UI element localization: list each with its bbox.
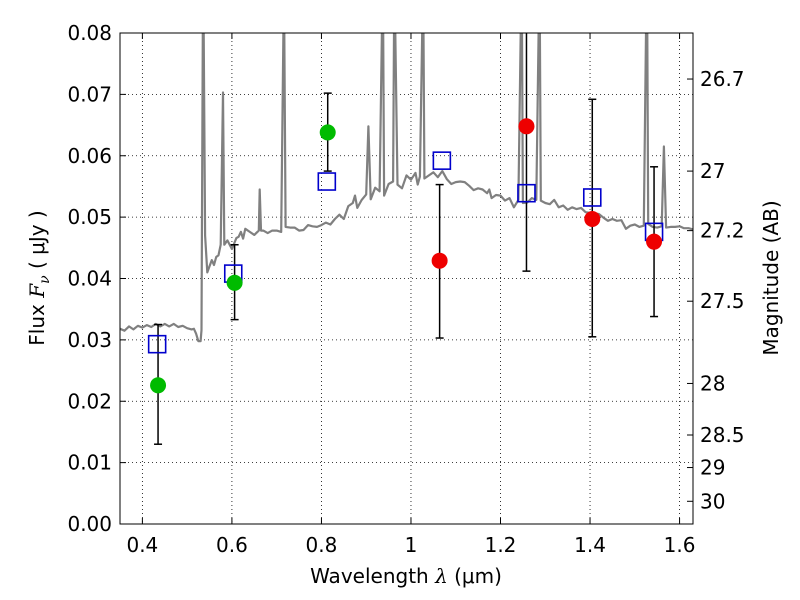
model-point-square — [517, 183, 536, 203]
y-tick-label: 0.04 — [67, 267, 112, 291]
x-tick-label: 0.8 — [306, 533, 338, 557]
y2-tick-label: 27.5 — [700, 289, 745, 313]
y-tick-label: 0.05 — [67, 205, 112, 229]
x-tick-label: 0.4 — [126, 533, 158, 557]
observed-point-red — [584, 210, 601, 227]
x-tick-label: 1.2 — [485, 533, 517, 557]
y-axis-label: Flux Fν ( μJy ) — [25, 210, 53, 345]
x-tick-label: 1.6 — [664, 533, 696, 557]
y-tick-label: 0.08 — [67, 21, 112, 45]
y-tick-label: 0.06 — [67, 144, 112, 168]
model-point-square — [582, 188, 602, 207]
series-layer — [120, 33, 693, 445]
y2-tick-label: 26.7 — [700, 67, 745, 91]
tick-labels: 0.4 0.6 0.8 1 1.2 1.4 1.6 0.00 0.01 0.02 0.03 0.04 0… — [67, 21, 744, 557]
y-tick-label: 0.03 — [67, 328, 112, 352]
y2-tick-label: 28 — [700, 371, 725, 395]
y2-tick-label: 27.2 — [700, 219, 745, 243]
y2-axis-label: Magnitude (AB) — [759, 200, 783, 355]
plot-background — [120, 33, 693, 524]
observed-point-green — [226, 274, 243, 291]
y2-tick-label: 29 — [700, 456, 725, 480]
y-tick-label: 0.01 — [67, 451, 112, 475]
observed-point-red — [646, 233, 663, 250]
y-tick-label: 0.00 — [67, 512, 112, 536]
observed-point-red — [518, 118, 535, 135]
model-point-square — [432, 151, 452, 170]
observed-point-green — [319, 124, 336, 141]
spectrum-line — [120, 33, 693, 343]
y2-tick-label: 28.5 — [700, 423, 745, 447]
observed-point-green — [150, 377, 167, 394]
x-tick-label: 0.6 — [216, 533, 248, 557]
y2-tick-label: 27 — [700, 159, 725, 183]
y-tick-label: 0.07 — [67, 82, 112, 106]
model-point-square — [317, 172, 337, 191]
plot-frame — [119, 32, 694, 525]
y-tick-label: 0.02 — [67, 389, 112, 413]
observed-point-red — [431, 252, 448, 269]
y2-tick-label: 30 — [700, 489, 725, 513]
x-axis-label: Wavelength λ (μm) — [310, 564, 502, 588]
model-point-square — [147, 334, 167, 354]
x-tick-label: 1 — [405, 533, 418, 557]
x-tick-label: 1.4 — [574, 533, 606, 557]
